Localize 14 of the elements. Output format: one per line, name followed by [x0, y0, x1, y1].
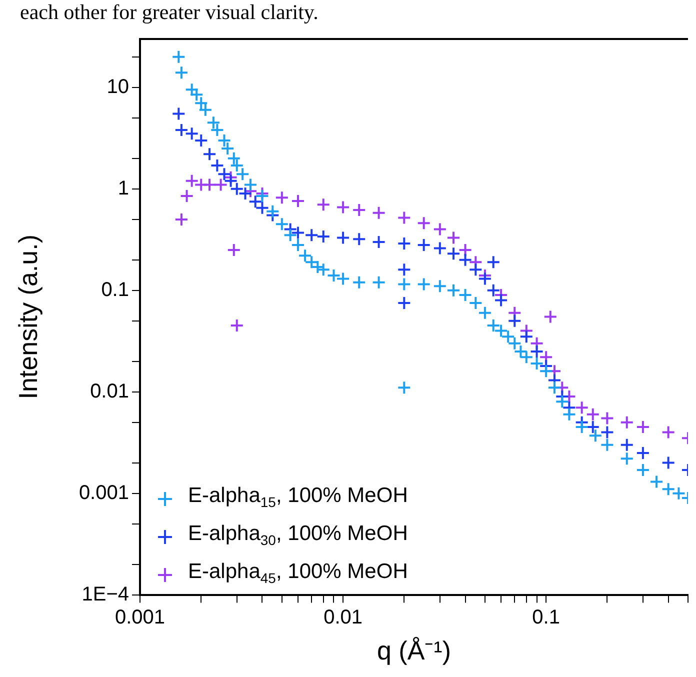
- legend-label: E-alpha$_{45}$, 100% MeOH: [188, 559, 408, 589]
- text: each other for greater visual clarity.: [20, 0, 318, 24]
- legend-label: E-alpha$_{30}$, 100% MeOH: [188, 521, 408, 550]
- x-axis-title: q (Å⁻¹): [377, 636, 451, 666]
- legend-label: E-alpha$_{15}$, 100% MeOH: [188, 483, 408, 512]
- y-tick-label: 0.001: [78, 482, 129, 504]
- x-tick-label: 0.1: [532, 606, 560, 628]
- y-tick-label: 0.1: [101, 278, 129, 301]
- x-tick-label: 0.01: [324, 606, 363, 628]
- y-tick-label: 10: [106, 76, 129, 98]
- y-tick-label: 0.01: [90, 380, 129, 402]
- y-tick-label: 1: [118, 177, 129, 200]
- y-tick-label: 1E−4: [82, 583, 129, 606]
- y-axis-title: Intensity (a.u.): [12, 234, 43, 400]
